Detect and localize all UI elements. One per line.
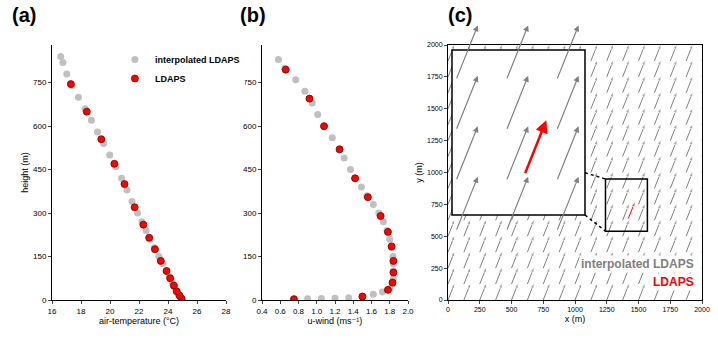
svg-text:250: 250: [474, 306, 486, 313]
svg-text:16: 16: [48, 307, 57, 316]
svg-text:(a): (a): [12, 4, 36, 26]
svg-text:28: 28: [222, 307, 231, 316]
svg-text:interpolated LDAPS: interpolated LDAPS: [155, 55, 240, 65]
svg-text:2000: 2000: [694, 306, 710, 313]
svg-text:500: 500: [431, 233, 443, 240]
svg-text:1500: 1500: [631, 306, 647, 313]
svg-text:0.6: 0.6: [275, 307, 287, 316]
svg-text:interpolated LDAPS: interpolated LDAPS: [581, 257, 694, 271]
svg-text:0: 0: [446, 306, 450, 313]
svg-text:1250: 1250: [599, 306, 615, 313]
svg-text:1.4: 1.4: [348, 307, 360, 316]
svg-text:750: 750: [537, 306, 549, 313]
svg-text:(c): (c): [448, 4, 472, 26]
svg-text:450: 450: [243, 165, 257, 174]
svg-text:1.6: 1.6: [366, 307, 378, 316]
svg-text:u-wind (ms⁻¹): u-wind (ms⁻¹): [308, 316, 363, 326]
svg-text:1.0: 1.0: [311, 307, 323, 316]
svg-text:x (m): x (m): [565, 314, 586, 324]
svg-text:300: 300: [33, 209, 47, 218]
svg-text:0: 0: [439, 296, 443, 303]
svg-text:0: 0: [42, 296, 47, 305]
svg-text:0.4: 0.4: [256, 307, 268, 316]
svg-text:18: 18: [77, 307, 86, 316]
svg-text:2000: 2000: [427, 41, 443, 48]
svg-text:150: 150: [243, 252, 257, 261]
svg-text:0.8: 0.8: [293, 307, 305, 316]
svg-text:250: 250: [431, 265, 443, 272]
svg-text:1000: 1000: [427, 169, 443, 176]
svg-text:1000: 1000: [567, 306, 583, 313]
svg-text:500: 500: [506, 306, 518, 313]
svg-text:y (m): y (m): [414, 162, 424, 183]
svg-text:(b): (b): [240, 4, 266, 26]
svg-text:1.8: 1.8: [384, 307, 396, 316]
svg-text:1.2: 1.2: [329, 307, 341, 316]
svg-text:600: 600: [33, 122, 47, 131]
svg-text:300: 300: [243, 209, 257, 218]
svg-text:26: 26: [193, 307, 202, 316]
svg-text:22: 22: [135, 307, 144, 316]
svg-text:20: 20: [106, 307, 115, 316]
svg-text:150: 150: [33, 252, 47, 261]
svg-text:2.0: 2.0: [402, 307, 414, 316]
svg-text:air-temperature (°C): air-temperature (°C): [99, 316, 179, 326]
svg-text:1250: 1250: [427, 137, 443, 144]
svg-text:LDAPS: LDAPS: [653, 275, 694, 289]
svg-text:height (m): height (m): [20, 152, 30, 193]
svg-text:LDAPS: LDAPS: [155, 74, 186, 84]
svg-text:1750: 1750: [662, 306, 678, 313]
svg-text:750: 750: [33, 78, 47, 87]
svg-text:1750: 1750: [427, 73, 443, 80]
svg-text:750: 750: [431, 201, 443, 208]
svg-text:0: 0: [252, 296, 257, 305]
svg-text:1500: 1500: [427, 105, 443, 112]
svg-text:450: 450: [33, 165, 47, 174]
svg-text:24: 24: [164, 307, 173, 316]
svg-text:600: 600: [243, 122, 257, 131]
svg-text:750: 750: [243, 78, 257, 87]
